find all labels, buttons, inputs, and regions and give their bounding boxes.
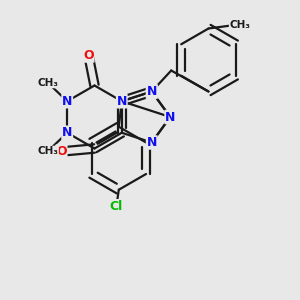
Text: N: N (62, 95, 72, 108)
Text: N: N (62, 126, 72, 139)
Text: N: N (117, 95, 127, 108)
Text: CH₃: CH₃ (230, 20, 250, 31)
Text: N: N (165, 110, 175, 124)
Text: N: N (147, 85, 157, 98)
Text: O: O (56, 145, 67, 158)
Text: Cl: Cl (109, 200, 122, 213)
Text: N: N (147, 136, 157, 149)
Text: N: N (147, 85, 157, 98)
Text: O: O (83, 49, 94, 62)
Text: CH₃: CH₃ (37, 78, 58, 88)
Text: CH₃: CH₃ (37, 146, 58, 156)
